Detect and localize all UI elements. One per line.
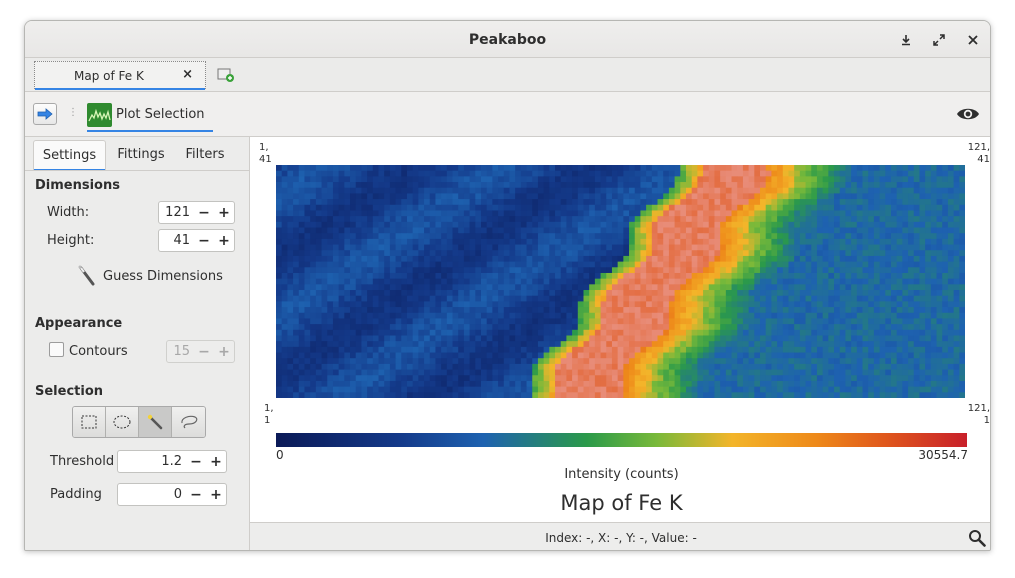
plot-selection-underline xyxy=(87,130,213,132)
corner-label-bottom-left: 1, 1 xyxy=(264,403,274,426)
selection-heading: Selection xyxy=(35,384,104,399)
plot-selection-button[interactable]: Plot Selection xyxy=(87,102,213,132)
contours-stepper: 15 − + xyxy=(166,340,235,363)
threshold-increment-button[interactable]: + xyxy=(210,453,222,470)
height-value[interactable]: 41 xyxy=(173,233,190,248)
tab-settings[interactable]: Settings xyxy=(33,140,106,171)
colorbar xyxy=(276,433,967,447)
appearance-heading: Appearance xyxy=(35,316,123,331)
rectangle-select-button[interactable] xyxy=(73,407,106,437)
colorbar-axis-label: Intensity (counts) xyxy=(564,467,679,482)
height-label: Height: xyxy=(47,233,95,248)
plot-selection-label: Plot Selection xyxy=(116,107,205,122)
threshold-decrement-button[interactable]: − xyxy=(190,453,202,470)
eye-icon[interactable] xyxy=(956,106,980,122)
magic-wand-icon xyxy=(78,265,95,286)
heatmap-canvas[interactable] xyxy=(276,165,965,398)
width-increment-button[interactable]: + xyxy=(218,204,230,221)
toolbar-separator: ⋮ xyxy=(68,107,78,118)
ellipse-select-icon xyxy=(113,415,131,429)
selection-tool-group xyxy=(72,406,206,438)
threshold-stepper[interactable]: 1.2 − + xyxy=(117,450,227,473)
status-readout: Index: -, X: -, Y: -, Value: - xyxy=(545,531,697,545)
contours-checkbox[interactable] xyxy=(49,342,64,357)
tab-settings-label: Settings xyxy=(42,148,97,163)
heatmap[interactable] xyxy=(276,165,965,398)
threshold-label: Threshold xyxy=(50,454,115,469)
lasso-select-icon xyxy=(180,415,197,429)
tab-filters-label: Filters xyxy=(185,147,225,162)
padding-decrement-button[interactable]: − xyxy=(190,486,202,503)
arrow-right-icon xyxy=(37,108,53,120)
settings-sidebar: Settings Fittings Filters Dimensions Wid… xyxy=(25,137,250,550)
download-icon[interactable] xyxy=(895,29,917,51)
width-decrement-button[interactable]: − xyxy=(198,204,210,221)
padding-value[interactable]: 0 xyxy=(173,487,182,502)
status-bar: Index: -, X: -, Y: -, Value: - xyxy=(250,522,990,550)
contours-increment-button: + xyxy=(218,343,230,360)
main-toolbar: ⋮ Plot Selection xyxy=(25,92,990,137)
magic-wand-select-button[interactable] xyxy=(139,407,172,437)
contours-label: Contours xyxy=(69,344,128,359)
rectangle-select-icon xyxy=(81,415,97,429)
corner-label-bottom-right: 121, 1 xyxy=(967,403,990,426)
dimensions-heading: Dimensions xyxy=(35,178,120,193)
height-decrement-button[interactable]: − xyxy=(198,232,210,249)
padding-label: Padding xyxy=(50,487,102,502)
corner-label-top-left: 1, 41 xyxy=(259,142,272,165)
tab-filters[interactable]: Filters xyxy=(176,140,234,170)
padding-stepper[interactable]: 0 − + xyxy=(117,483,227,506)
tab-fittings-label: Fittings xyxy=(117,147,165,162)
title-bar: Peakaboo xyxy=(25,21,990,58)
guess-dimensions-button[interactable]: Guess Dimensions xyxy=(77,264,223,288)
spectrum-icon xyxy=(87,102,112,127)
contours-decrement-button: − xyxy=(198,343,210,360)
colorbar-max-label: 30554.7 xyxy=(918,448,968,462)
maximize-icon[interactable] xyxy=(928,29,950,51)
tab-fittings[interactable]: Fittings xyxy=(109,140,173,170)
width-value[interactable]: 121 xyxy=(165,205,190,220)
close-icon[interactable] xyxy=(962,29,984,51)
corner-label-top-right: 121, 41 xyxy=(967,142,990,165)
height-stepper[interactable]: 41 − + xyxy=(158,229,235,252)
padding-increment-button[interactable]: + xyxy=(210,486,222,503)
app-window: Peakaboo Map of Fe K × ⋮ Plot Sele xyxy=(24,20,991,551)
window-title: Peakaboo xyxy=(468,32,547,48)
threshold-value[interactable]: 1.2 xyxy=(161,454,182,469)
search-icon[interactable] xyxy=(968,529,986,547)
tab-close-icon[interactable]: × xyxy=(182,67,193,82)
tab-divider xyxy=(25,170,249,171)
magic-wand-icon xyxy=(147,414,163,430)
map-view[interactable]: 1, 41 121, 41 1, 1 121, 1 0 30554.7 Inte… xyxy=(250,137,990,522)
colorbar-min-label: 0 xyxy=(276,448,284,462)
width-stepper[interactable]: 121 − + xyxy=(158,201,235,224)
tab-active-indicator xyxy=(35,88,205,90)
map-title: Map of Fe K xyxy=(560,491,683,515)
guess-dimensions-label: Guess Dimensions xyxy=(103,268,223,284)
tab-map-of-fe-k[interactable]: Map of Fe K × xyxy=(34,61,206,90)
sidebar-tabs: Settings Fittings Filters xyxy=(33,140,243,171)
contours-value: 15 xyxy=(173,344,190,359)
document-tabbar: Map of Fe K × xyxy=(25,58,990,92)
height-increment-button[interactable]: + xyxy=(218,232,230,249)
lasso-select-button[interactable] xyxy=(172,407,205,437)
ellipse-select-button[interactable] xyxy=(106,407,139,437)
width-label: Width: xyxy=(47,205,90,220)
tab-label: Map of Fe K xyxy=(74,69,144,83)
new-tab-icon[interactable] xyxy=(217,68,235,82)
go-to-plot-button[interactable] xyxy=(33,103,57,125)
